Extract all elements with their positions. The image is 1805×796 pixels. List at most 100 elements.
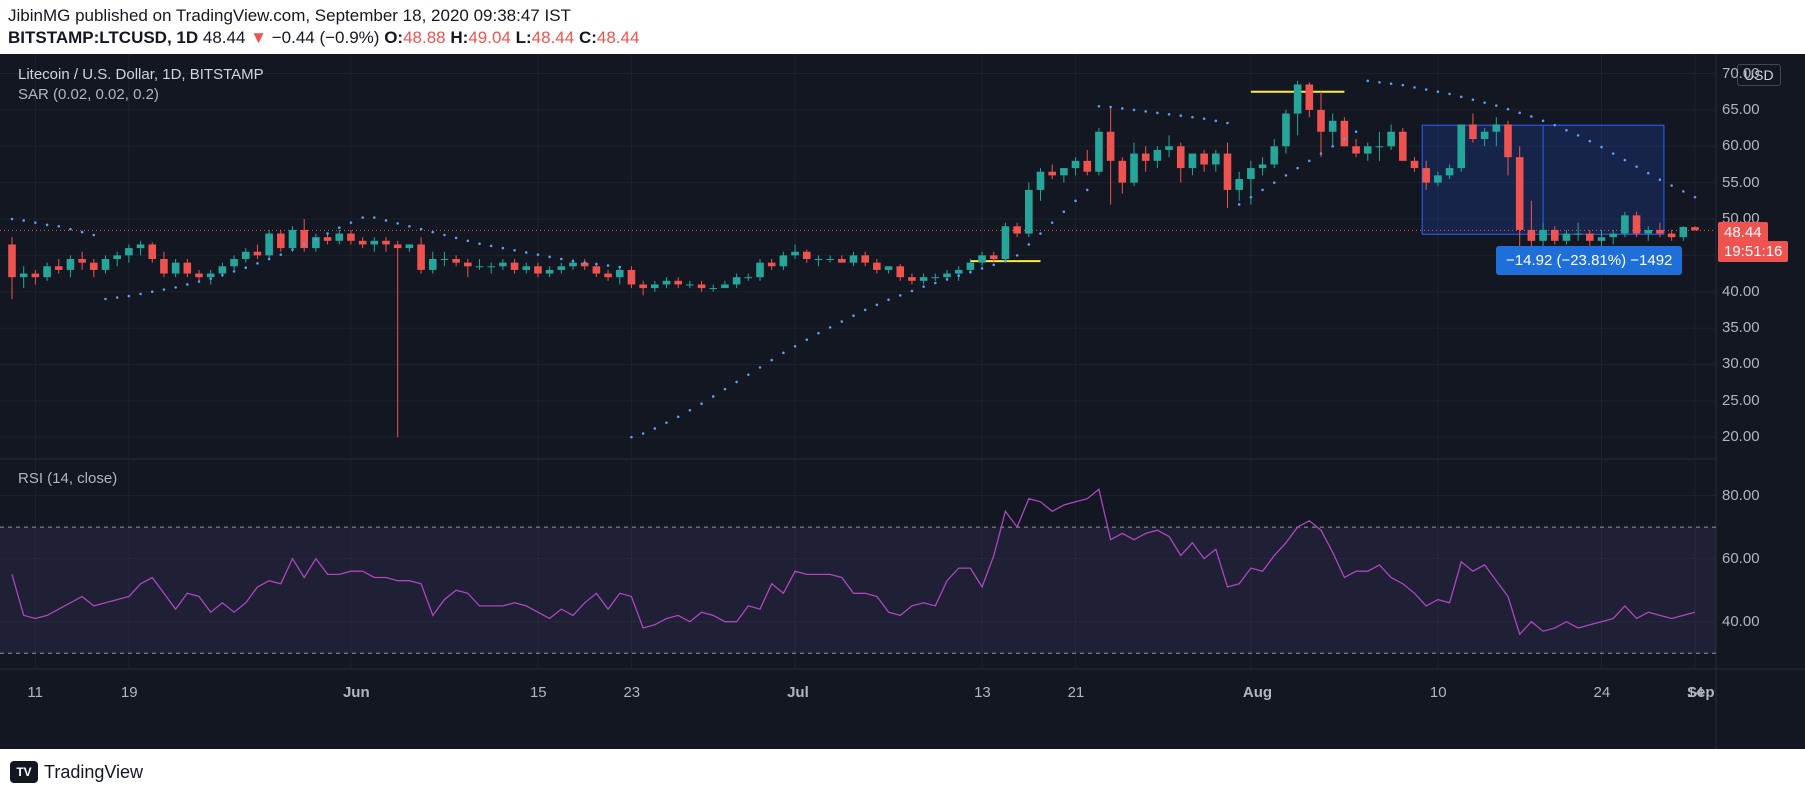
sar-dot xyxy=(197,280,201,283)
price-tick-label: 60.00 xyxy=(1722,137,1760,155)
sar-dot xyxy=(957,274,960,278)
sar-dot xyxy=(1191,115,1194,119)
candle-body xyxy=(1328,120,1337,132)
close-key: C: xyxy=(578,28,597,47)
candle-body xyxy=(709,288,718,290)
candle-body xyxy=(604,273,612,278)
sar-dot xyxy=(478,242,481,246)
candle-body xyxy=(510,262,519,270)
candle-body xyxy=(171,262,180,274)
sar-dot xyxy=(1611,152,1615,155)
candle-body xyxy=(1410,160,1419,169)
sar-dot xyxy=(115,296,119,299)
candle-body xyxy=(1445,168,1454,176)
candle-body xyxy=(160,259,168,274)
candle-body xyxy=(919,277,928,281)
sar-dot xyxy=(1284,174,1288,177)
sar-dot xyxy=(828,326,832,329)
symbol-label[interactable]: BITSTAMP:LTCUSD, 1D xyxy=(8,28,199,47)
sar-dot xyxy=(583,261,586,264)
candle-body xyxy=(1153,149,1162,161)
sar-dot xyxy=(1658,178,1662,182)
candle-body xyxy=(66,259,75,270)
candle-body xyxy=(1632,215,1641,234)
measure-label[interactable]: −14.92 (−23.81%) −1492 xyxy=(1496,246,1683,275)
candle-body xyxy=(1176,146,1185,169)
sar-dot xyxy=(1366,79,1370,83)
sar-dot xyxy=(373,216,376,219)
sar-dot xyxy=(618,265,622,269)
sar-dot xyxy=(361,216,364,219)
candle-body xyxy=(592,266,601,274)
candle-body xyxy=(557,266,566,270)
candle-body xyxy=(1609,233,1617,238)
candle-body xyxy=(1504,124,1512,158)
candle-body xyxy=(1434,175,1442,183)
sar-dot xyxy=(700,402,703,406)
sar-dot xyxy=(1062,210,1066,214)
chart-canvas[interactable] xyxy=(0,54,1805,749)
sar-dot xyxy=(875,303,879,307)
tradingview-logo[interactable]: TV TradingView xyxy=(10,761,143,783)
candle-body xyxy=(697,284,706,289)
sar-dot xyxy=(1027,243,1031,246)
sar-dot xyxy=(898,294,902,297)
candle-body xyxy=(1656,229,1664,234)
candle-body xyxy=(428,259,437,270)
sar-dot xyxy=(302,243,306,246)
candle-body xyxy=(1025,189,1033,234)
change-label: −0.44 (−0.9%) xyxy=(271,28,380,47)
price-tick-label: 35.00 xyxy=(1722,319,1760,337)
sar-dot xyxy=(1448,92,1451,96)
candle-body xyxy=(1667,233,1676,238)
rsi-legend: RSI (14, close) xyxy=(18,470,118,487)
candle-body xyxy=(744,277,753,279)
sar-dot xyxy=(1272,181,1276,184)
sar-dot xyxy=(688,408,692,412)
sar-dot xyxy=(1144,110,1147,113)
time-tick-label: 24 xyxy=(1593,684,1611,701)
currency-button[interactable]: USD xyxy=(1737,64,1781,86)
sar-dot xyxy=(34,221,37,224)
candle-body xyxy=(1375,146,1384,148)
sar-dot xyxy=(934,281,937,285)
sar-dot xyxy=(817,331,820,335)
candle-body xyxy=(475,266,484,268)
sar-dot xyxy=(1296,166,1299,170)
price-tick-label: 20.00 xyxy=(1722,428,1760,446)
candle-body xyxy=(966,262,975,270)
sar-dot xyxy=(69,227,72,231)
candle-body xyxy=(1060,168,1068,176)
sar-dot xyxy=(1471,98,1475,102)
candle-body xyxy=(1200,153,1208,165)
sar-dot xyxy=(560,257,563,261)
sar-dot xyxy=(1331,144,1334,148)
candle-body xyxy=(1106,131,1115,161)
sar-dot xyxy=(782,351,785,355)
sar-dot xyxy=(314,238,318,241)
candle-body xyxy=(487,266,495,268)
sar-dot xyxy=(349,221,353,224)
candle-body xyxy=(1223,153,1232,190)
chart-panel[interactable]: Litecoin / U.S. Dollar, 1D, BITSTAMP SAR… xyxy=(0,54,1805,749)
sar-dot xyxy=(1553,123,1557,127)
candle-body xyxy=(1691,227,1699,231)
sar-dot xyxy=(256,262,259,265)
candle-body xyxy=(288,229,297,249)
candle-body xyxy=(1083,160,1092,172)
sar-dot xyxy=(466,239,470,243)
sar-dot xyxy=(1389,82,1393,86)
candle-body xyxy=(954,269,963,274)
candle-body xyxy=(1340,120,1349,147)
candle-body xyxy=(1036,171,1045,190)
candle-body xyxy=(1293,84,1302,114)
sar-dot xyxy=(1004,259,1007,263)
sar-dot xyxy=(641,432,645,435)
candle-body xyxy=(849,255,858,263)
sar-dot xyxy=(840,320,844,323)
sar-dot xyxy=(489,244,493,248)
candle-body xyxy=(580,262,589,267)
low-key: L: xyxy=(515,28,532,47)
last-price: 48.44 xyxy=(202,28,246,47)
sar-dot xyxy=(443,233,446,237)
